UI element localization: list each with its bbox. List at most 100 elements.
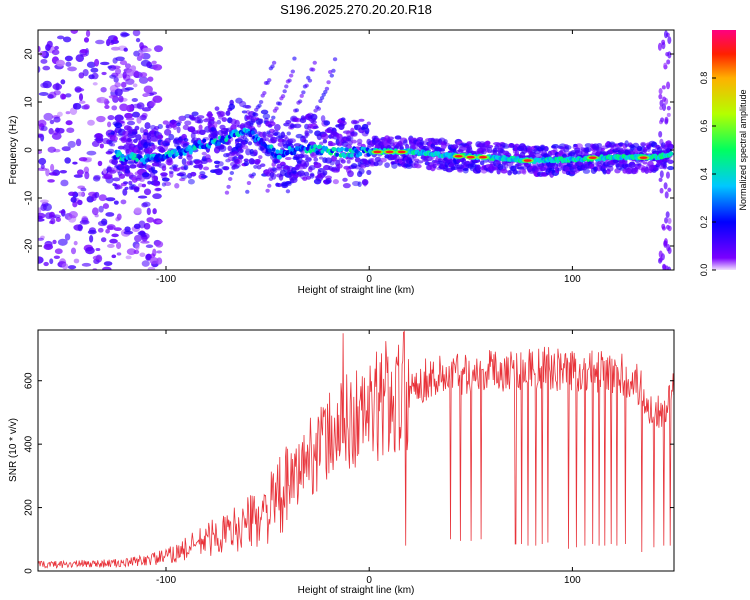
heatmap-cell: [110, 143, 116, 147]
heatmap-cell: [277, 155, 282, 160]
heatmap-cell: [69, 107, 78, 115]
heatmap-cell: [79, 219, 90, 225]
heatmap-cell: [405, 143, 410, 150]
heatmap-cell: [216, 141, 221, 146]
heatmap-cell: [246, 181, 252, 186]
heatmap-cell: [136, 116, 142, 124]
heatmap-cell: [123, 125, 131, 131]
heatmap-cell: [197, 139, 202, 145]
heatmap-cell: [595, 146, 603, 152]
heatmap-cell: [663, 30, 668, 39]
heatmap-cell: [228, 177, 233, 182]
heatmap-cell: [107, 243, 115, 249]
heatmap-cell: [347, 135, 354, 142]
heatmap-cell: [120, 153, 125, 159]
heatmap-cell: [354, 157, 361, 163]
heatmap-cell: [142, 201, 151, 207]
heatmap-cell: [55, 127, 60, 133]
heatmap-cell: [95, 39, 105, 45]
heatmap-cell: [38, 91, 49, 96]
heatmap-cell: [183, 138, 189, 142]
heatmap-cell: [657, 42, 662, 51]
heatmap-cell: [556, 167, 562, 172]
heatmap-cell: [247, 141, 253, 146]
heatmap-cell: [211, 130, 219, 137]
heatmap-cell: [208, 116, 215, 122]
heatmap-cell: [303, 139, 309, 144]
heatmap-cell: [315, 150, 320, 155]
heatmap-cell: [473, 158, 481, 163]
heatmap-cell: [325, 175, 333, 180]
heatmap-cell: [83, 37, 90, 43]
heatmap-cell: [336, 133, 343, 140]
heatmap-cell: [142, 47, 152, 52]
heatmap-cell: [664, 217, 669, 224]
colorbar-tick-label: 0.2: [699, 216, 709, 229]
heatmap-cell: [101, 71, 107, 76]
colorbar-tick-label: 0.0: [699, 264, 709, 277]
heatmap-cell: [228, 103, 235, 110]
heatmap-cell: [234, 119, 240, 127]
heatmap-cell: [206, 158, 213, 163]
heatmap-cell: [478, 155, 487, 159]
heatmap-cell: [91, 207, 99, 216]
heatmap-cell: [116, 241, 122, 250]
heatmap-cell: [667, 187, 672, 193]
heatmap-cell: [61, 93, 67, 100]
heatmap-cell: [385, 150, 394, 154]
heatmap-cell: [132, 153, 137, 158]
heatmap-cell: [113, 200, 119, 205]
heatmap-cell: [661, 223, 666, 230]
heatmap-cell: [206, 111, 213, 119]
heatmap-cell: [667, 159, 674, 165]
heatmap-cell: [73, 258, 80, 264]
heatmap-cell: [300, 150, 305, 155]
heatmap-cell: [67, 140, 76, 148]
heatmap-cell: [118, 173, 126, 179]
heatmap-cell: [79, 49, 89, 54]
heatmap-cell: [640, 142, 646, 147]
heatmap-cell: [48, 91, 57, 99]
heatmap-cell: [667, 51, 672, 59]
heatmap-cell: [48, 172, 58, 176]
heatmap-cell: [172, 148, 177, 154]
snr-panel: -100 0 100 0 200 400 600 Height of straight l…: [8, 329, 675, 596]
heatmap-cell: [182, 124, 190, 131]
heatmap-cell: [321, 133, 329, 140]
heatmap-cell: [140, 240, 150, 244]
heatmap-cell: [96, 115, 106, 123]
heatmap-cell: [394, 135, 402, 140]
heatmap-cell: [143, 188, 152, 196]
heatmap-cell: [663, 62, 668, 70]
heatmap-cell: [91, 140, 100, 147]
heatmap-cell: [107, 65, 113, 69]
heatmap-cell: [543, 146, 549, 152]
heatmap-cell: [163, 128, 172, 136]
heatmap-cell: [68, 191, 76, 197]
heatmap-cell: [75, 54, 85, 63]
heatmap-cell: [149, 101, 156, 107]
heatmap-cell: [344, 147, 349, 152]
heatmap-cell: [161, 177, 170, 182]
snr-x-ticks: -100 0 100: [156, 330, 581, 586]
heatmap-cell: [103, 174, 113, 180]
heatmap-cell: [667, 246, 672, 255]
heatmap-cell: [665, 171, 670, 179]
heatmap-cell: [250, 118, 256, 123]
heatmap-cell: [658, 88, 663, 95]
spectrogram-y-axis-label: Frequency (Hz): [8, 116, 19, 185]
heatmap-cell: [136, 175, 142, 179]
heatmap-cell: [114, 88, 123, 97]
heatmap-cell: [87, 229, 97, 235]
heatmap-cell: [65, 93, 72, 98]
x-tick-label: -100: [156, 575, 176, 586]
heatmap-cell: [664, 191, 669, 199]
heatmap-cell: [313, 108, 318, 113]
heatmap-cell: [40, 164, 45, 170]
heatmap-cell: [287, 78, 292, 83]
heatmap-cell: [642, 161, 648, 165]
heatmap-cell: [284, 137, 290, 142]
heatmap-cell: [46, 40, 53, 48]
heatmap-cell: [285, 119, 292, 125]
